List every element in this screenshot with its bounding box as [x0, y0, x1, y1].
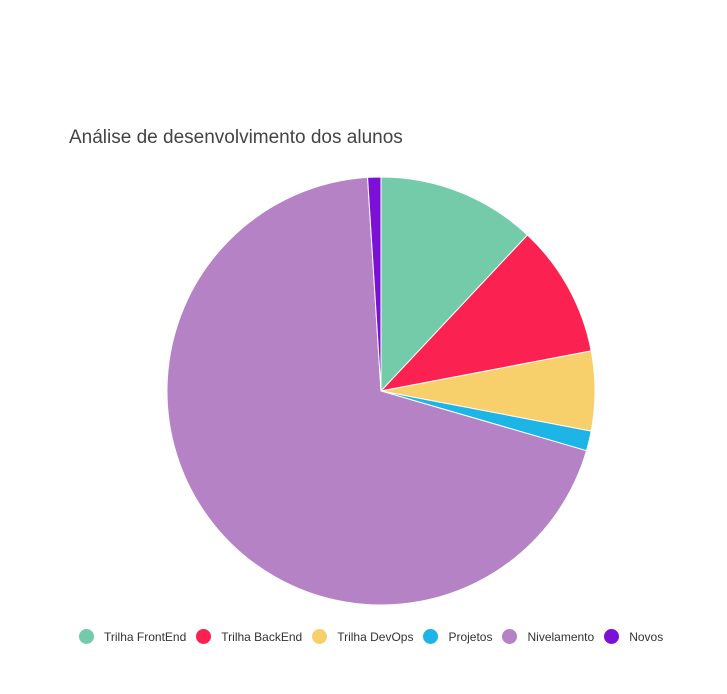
- legend-item-projetos[interactable]: Projetos: [423, 629, 492, 644]
- legend-label: Trilha FrontEnd: [104, 629, 187, 644]
- chart-legend: Trilha FrontEnd Trilha BackEnd Trilha De…: [79, 629, 673, 644]
- legend-item-novos[interactable]: Novos: [604, 629, 663, 644]
- legend-item-trilha-frontend[interactable]: Trilha FrontEnd: [79, 629, 186, 644]
- legend-label: Projetos: [448, 629, 493, 644]
- legend-marker: [502, 629, 518, 644]
- pie-slice-trilha-backend[interactable]: [379, 234, 592, 392]
- legend-item-nivelamento[interactable]: Nivelamento: [502, 629, 594, 644]
- pie-slice-nivelamento[interactable]: [166, 176, 588, 606]
- legend-label: Nivelamento: [527, 629, 595, 644]
- legend-marker: [196, 629, 212, 644]
- legend-marker: [423, 629, 439, 644]
- legend-label: Novos: [629, 629, 664, 644]
- legend-item-trilha-backend[interactable]: Trilha BackEnd: [196, 629, 302, 644]
- legend-label: Trilha DevOps: [337, 629, 414, 644]
- legend-marker: [79, 629, 94, 644]
- legend-label: Trilha BackEnd: [221, 629, 303, 644]
- legend-marker: [604, 629, 620, 644]
- legend-item-trilha-devops[interactable]: Trilha DevOps: [312, 629, 413, 644]
- pie-slice-trilha-frontend[interactable]: [380, 176, 529, 393]
- pie-slice-novos[interactable]: [367, 176, 382, 392]
- chart-title: Análise de desenvolvimento dos alunos: [69, 127, 403, 148]
- pie-slices: [166, 176, 596, 606]
- legend-marker: [312, 629, 328, 644]
